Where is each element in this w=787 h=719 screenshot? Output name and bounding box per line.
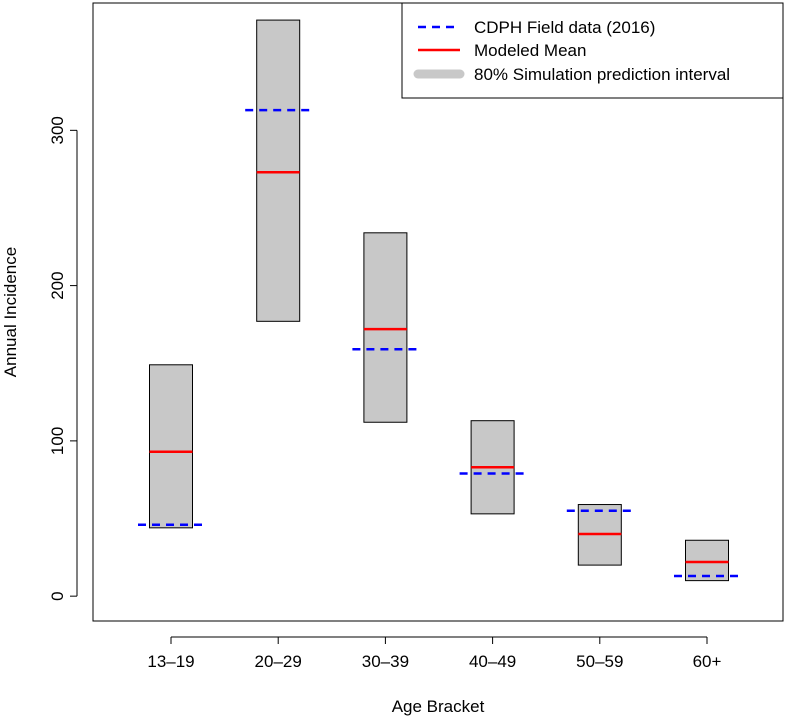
x-axis: 13–19 20–29 30–39 40–49 50–59 60+: [147, 636, 722, 671]
x-tick-label: 40–49: [469, 652, 516, 671]
modeled-mean-lines: [149, 171, 729, 564]
y-tick-label: 0: [48, 591, 67, 600]
y-tick-label: 200: [48, 271, 67, 299]
interval-box: [685, 539, 729, 582]
legend-label-modeled-mean: Modeled Mean: [474, 41, 586, 60]
legend: CDPH Field data (2016) Modeled Mean 80% …: [401, 2, 784, 99]
y-tick-label: 100: [48, 427, 67, 455]
legend-label-field-data: CDPH Field data (2016): [474, 18, 655, 37]
x-axis-title: Age Bracket: [392, 697, 485, 716]
legend-label-prediction-interval: 80% Simulation prediction interval: [474, 65, 730, 84]
y-axis: 0 100 200 300: [48, 116, 78, 601]
x-tick-label: 60+: [693, 652, 722, 671]
x-tick-label: 50–59: [576, 652, 623, 671]
y-tick-label: 300: [48, 116, 67, 144]
interval-box: [363, 232, 408, 423]
x-tick-label: 13–19: [147, 652, 194, 671]
y-axis-title: Annual Incidence: [1, 247, 20, 377]
interval-box: [256, 19, 301, 322]
field-data-lines: [138, 108, 740, 578]
x-tick-label: 30–39: [362, 652, 409, 671]
interval-box: [149, 364, 193, 529]
legend-box: [401, 2, 784, 99]
x-tick-label: 20–29: [255, 652, 302, 671]
prediction-intervals: [149, 19, 729, 582]
